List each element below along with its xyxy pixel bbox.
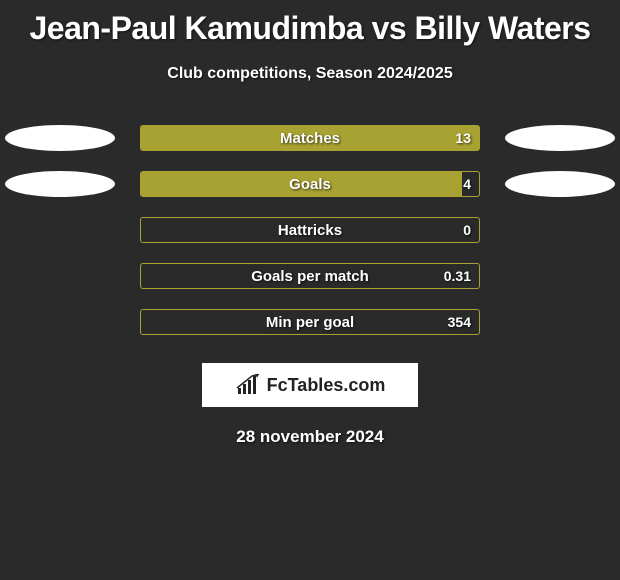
stat-value: 4 xyxy=(463,172,471,196)
stat-label: Goals per match xyxy=(141,264,479,288)
stat-value: 13 xyxy=(455,126,471,150)
logo-box: FcTables.com xyxy=(202,363,418,407)
left-marker xyxy=(5,171,115,197)
comparison-title: Jean-Paul Kamudimba vs Billy Waters xyxy=(0,0,620,47)
stat-bar: Hattricks0 xyxy=(140,217,480,243)
stat-bar: Matches13 xyxy=(140,125,480,151)
stat-row: Hattricks0 xyxy=(0,217,620,243)
stat-value: 354 xyxy=(448,310,471,334)
stat-rows: Matches13 Goals4 Hattricks0 Goals per match… xyxy=(0,125,620,335)
stat-label: Min per goal xyxy=(141,310,479,334)
left-marker xyxy=(5,125,115,151)
right-marker xyxy=(505,125,615,151)
stat-bar: Goals4 xyxy=(140,171,480,197)
stat-bar: Goals per match0.31 xyxy=(140,263,480,289)
right-marker xyxy=(505,171,615,197)
logo-text: FcTables.com xyxy=(267,375,386,396)
comparison-subtitle: Club competitions, Season 2024/2025 xyxy=(0,65,620,83)
stat-bar-fill xyxy=(141,172,462,196)
stat-row: Goals4 xyxy=(0,171,620,197)
chart-icon xyxy=(235,374,261,396)
snapshot-date: 28 november 2024 xyxy=(0,427,620,447)
stat-row: Matches13 xyxy=(0,125,620,151)
stat-value: 0 xyxy=(463,218,471,242)
stat-bar: Min per goal354 xyxy=(140,309,480,335)
stat-row: Goals per match0.31 xyxy=(0,263,620,289)
stat-bar-fill xyxy=(141,126,479,150)
stat-row: Min per goal354 xyxy=(0,309,620,335)
stat-value: 0.31 xyxy=(444,264,471,288)
stat-label: Hattricks xyxy=(141,218,479,242)
